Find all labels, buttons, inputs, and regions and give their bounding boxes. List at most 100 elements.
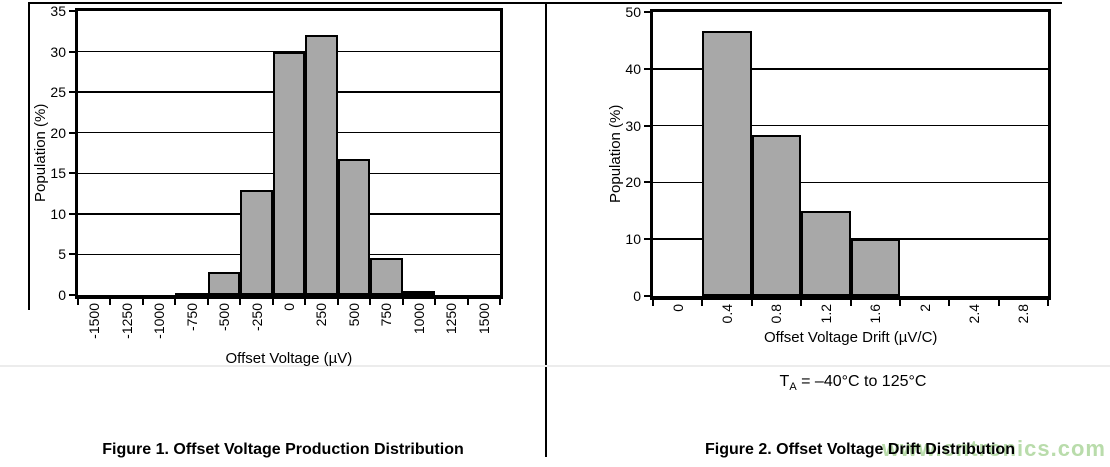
x-tick-mark (239, 299, 242, 305)
x-tick-mark (652, 300, 654, 306)
x-tick-label: -500 (216, 303, 233, 332)
y-tick-label: 10 (50, 205, 66, 222)
y-tick-mark (69, 50, 75, 53)
y-tick-mark (644, 11, 650, 13)
y-tick-label: 15 (50, 165, 66, 182)
x-tick-mark (174, 299, 177, 305)
x-tick-mark (369, 299, 372, 305)
x-tick-label: 2.8 (1015, 304, 1032, 324)
x-tick-mark (77, 299, 79, 305)
y-tick-label: 40 (625, 60, 641, 77)
x-tick-label: -250 (248, 303, 265, 332)
figure2-offset-voltage-drift-histogram: 0 10 20 30 40 50 0 0.4 0.8 1.2 1.6 2 2.4 2.8 Populatio… (607, 4, 1051, 346)
y-tick-mark (69, 294, 75, 296)
x-tick-label: 2 (916, 304, 933, 312)
y-tick-mark (69, 253, 75, 256)
x-tick-mark (466, 299, 469, 305)
y-tick-mark (644, 124, 650, 127)
x-tick-label: 1000 (410, 303, 427, 335)
x-tick-label: -1250 (118, 303, 135, 339)
x-tick-label: -1500 (86, 303, 103, 339)
histogram-bar (272, 51, 306, 295)
grid-line (653, 68, 1048, 70)
y-tick-mark (644, 238, 650, 241)
y-tick-mark (69, 172, 75, 175)
grid-line (653, 124, 1048, 127)
x-tick-label: -750 (183, 303, 200, 332)
x-tick-label: 1250 (443, 303, 460, 335)
y-tick-mark (69, 91, 75, 94)
y-tick-label: 10 (625, 231, 641, 248)
y-tick-mark (69, 212, 75, 215)
histogram-bar (751, 135, 802, 296)
x-tick-label: 1500 (475, 303, 492, 335)
figure1-caption: Figure 1. Offset Voltage Production Dist… (102, 441, 464, 458)
y-tick-label: 5 (58, 246, 66, 263)
y-tick-label: 0 (633, 288, 641, 304)
figure2-condition-note: TA = –40°C to 125°C (780, 373, 927, 393)
y-tick-mark (69, 131, 75, 134)
condition-value: = –40°C to 125°C (796, 373, 927, 390)
y-tick-mark (69, 10, 75, 12)
y-axis-title: Population (%) (607, 104, 624, 203)
figure1-offset-voltage-histogram: 0 5 10 15 20 25 30 35 -1500 -1250 -1000 -750 -500 -25… (32, 3, 503, 367)
y-tick-mark (644, 181, 650, 184)
figure2-caption: Figure 2. Offset Voltage Drift Distribut… (705, 441, 1015, 458)
histogram-bar (337, 158, 371, 295)
x-tick-label: 0 (281, 303, 297, 311)
y-tick-label: 35 (50, 3, 66, 19)
grid-line (653, 181, 1048, 184)
panel-border-left (28, 2, 30, 310)
x-tick-label: 750 (378, 303, 395, 327)
histogram-bar (702, 30, 752, 296)
y-tick-label: 50 (625, 4, 641, 20)
x-tick-mark (336, 299, 339, 305)
histogram-bar (305, 35, 338, 295)
x-tick-label: 0.4 (719, 304, 736, 324)
x-tick-mark (271, 299, 274, 305)
x-tick-mark (304, 299, 307, 305)
watermark: www.cntronics.com (881, 436, 1106, 461)
condition-symbol: T (779, 373, 790, 390)
x-tick-label: 0 (669, 304, 686, 312)
x-tick-mark (750, 300, 753, 306)
y-tick-label: 25 (50, 84, 66, 101)
y-tick-label: 0 (58, 287, 66, 303)
x-tick-label: 500 (345, 303, 362, 327)
x-tick-mark (206, 299, 209, 305)
x-tick-mark (1047, 300, 1049, 306)
x-tick-mark (434, 299, 437, 305)
histogram-bar (207, 272, 241, 295)
x-axis-title: Offset Voltage Drift (µV/C) (764, 329, 938, 346)
y-tick-mark (644, 67, 650, 70)
x-tick-mark (109, 299, 112, 305)
histogram-bar (402, 290, 436, 295)
histogram-bar (370, 258, 403, 295)
y-tick-label: 20 (50, 124, 66, 141)
x-tick-mark (849, 300, 852, 306)
condition-subscript: A (789, 381, 797, 394)
y-tick-mark (644, 295, 650, 297)
x-tick-label: 1.2 (817, 304, 834, 324)
panel-divider (545, 2, 547, 457)
y-tick-label: 20 (625, 174, 641, 191)
y-tick-label: 30 (50, 43, 66, 60)
x-tick-mark (499, 299, 501, 305)
x-tick-label: 1.6 (867, 304, 884, 324)
y-axis-title: Population (%) (32, 103, 49, 202)
x-tick-mark (141, 299, 144, 305)
x-tick-mark (800, 300, 803, 306)
scan-artifact-line (0, 365, 1110, 367)
x-tick-mark (701, 300, 704, 306)
x-tick-mark (898, 300, 901, 306)
histogram-bar (801, 210, 851, 296)
x-tick-label: 2.4 (965, 304, 982, 324)
y-tick-label: 30 (625, 117, 641, 134)
x-axis-title: Offset Voltage (µV) (225, 350, 353, 367)
x-tick-mark (948, 300, 951, 306)
histogram-bar (175, 292, 208, 297)
histogram-bar (850, 239, 900, 296)
x-tick-mark (401, 299, 404, 305)
x-tick-label: 0.8 (768, 304, 785, 324)
